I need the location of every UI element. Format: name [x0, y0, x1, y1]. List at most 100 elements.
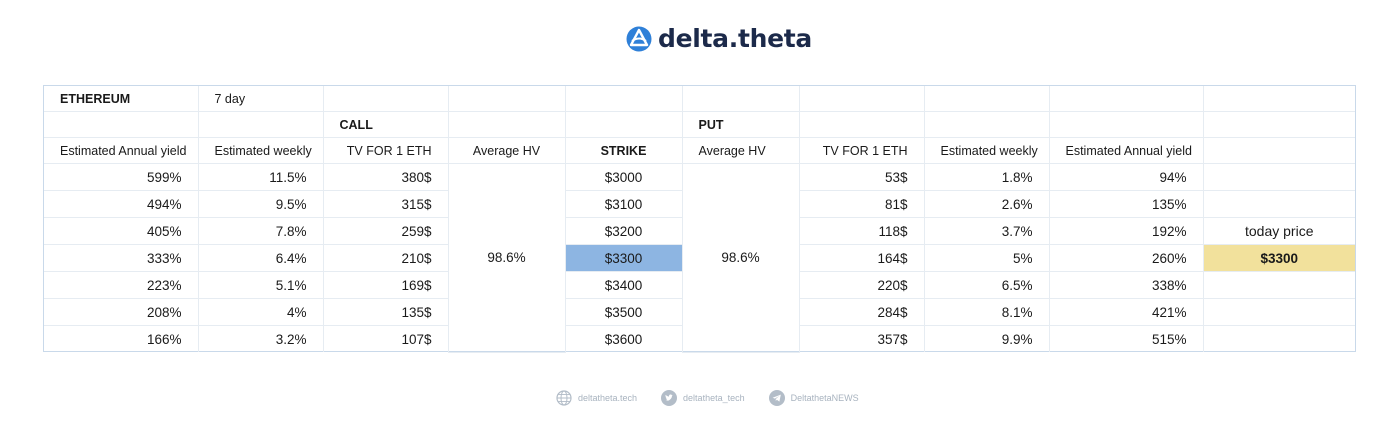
column-header [1203, 137, 1355, 164]
brand-logo: delta.theta [626, 24, 812, 53]
put-tv: 357$ [799, 325, 925, 352]
call-tv: 210$ [323, 244, 449, 272]
table-row: 166% 3.2% 107$ $3600 357$ 9.9% 515% [44, 325, 1355, 353]
put-tv: 118$ [799, 217, 925, 245]
globe-icon [556, 390, 572, 406]
table-row: 208% 4% 135$ $3500 284$ 8.1% 421% [44, 298, 1355, 326]
call-weekly-yield: 3.2% [198, 325, 324, 352]
put-weekly-yield: 5% [924, 244, 1050, 272]
telegram-link[interactable]: DeltathetaNEWS [768, 390, 859, 406]
call-annual-yield: 223% [44, 271, 199, 299]
call-tv: 259$ [323, 217, 449, 245]
put-annual-yield: 94% [1049, 163, 1204, 191]
put-annual-yield: 338% [1049, 271, 1204, 299]
extra-cell [1203, 271, 1355, 299]
column-header: Estimated Annual yield [1049, 137, 1204, 164]
put-annual-yield: 515% [1049, 325, 1204, 352]
footer-links: deltatheta.tech deltatheta_tech Deltathe… [556, 390, 859, 406]
telegram-icon [768, 390, 785, 406]
call-tv: 107$ [323, 325, 449, 352]
put-tv: 284$ [799, 298, 925, 326]
strike-cell: $3000 [565, 163, 683, 191]
empty-cell [198, 111, 324, 138]
strike-cell: $3500 [565, 298, 683, 326]
website-link[interactable]: deltatheta.tech [556, 390, 637, 406]
empty-cell [799, 111, 925, 138]
empty-cell [565, 111, 683, 138]
empty-cell [448, 86, 566, 112]
today-price-value: $3300 [1203, 244, 1355, 272]
call-tv: 169$ [323, 271, 449, 299]
call-annual-yield: 405% [44, 217, 199, 245]
twitter-text: deltatheta_tech [683, 393, 745, 403]
put-weekly-yield: 1.8% [924, 163, 1050, 191]
table-row: 405% 7.8% 259$ $3200 118$ 3.7% 192% toda… [44, 217, 1355, 245]
empty-cell [924, 111, 1050, 138]
empty-cell [682, 86, 800, 112]
column-header: TV FOR 1 ETH [799, 137, 925, 164]
options-table: ETHEREUM 7 day CALL PUT Estimated Annual… [43, 85, 1356, 353]
empty-cell [323, 86, 449, 112]
call-weekly-yield: 6.4% [198, 244, 324, 272]
column-header: Average HV [682, 137, 800, 164]
empty-cell [1203, 86, 1355, 112]
call-weekly-yield: 5.1% [198, 271, 324, 299]
column-header: Estimated weekly [198, 137, 324, 164]
twitter-icon [661, 390, 678, 406]
call-average-hv: 98.6% [448, 163, 566, 353]
call-weekly-yield: 7.8% [198, 217, 324, 245]
empty-cell [1203, 111, 1355, 138]
put-tv: 53$ [799, 163, 925, 191]
column-header: Estimated weekly [924, 137, 1050, 164]
delta-theta-logo-icon [626, 26, 652, 51]
put-weekly-yield: 9.9% [924, 325, 1050, 352]
extra-cell [1203, 190, 1355, 218]
strike-cell: $3600 [565, 325, 683, 352]
table-row: 223% 5.1% 169$ $3400 220$ 6.5% 338% [44, 271, 1355, 299]
call-weekly-yield: 4% [198, 298, 324, 326]
table-row: 494% 9.5% 315$ $3100 81$ 2.6% 135% [44, 190, 1355, 218]
call-annual-yield: 208% [44, 298, 199, 326]
call-annual-yield: 166% [44, 325, 199, 352]
call-tv: 135$ [323, 298, 449, 326]
call-annual-yield: 599% [44, 163, 199, 191]
website-text: deltatheta.tech [578, 393, 638, 403]
put-annual-yield: 135% [1049, 190, 1204, 218]
put-annual-yield: 421% [1049, 298, 1204, 326]
table-row: 333% 6.4% 210$ $3300 164$ 5% 260% $3300 [44, 244, 1355, 272]
put-annual-yield: 260% [1049, 244, 1204, 272]
empty-cell [448, 111, 566, 138]
column-header: Estimated Annual yield [44, 137, 199, 164]
empty-cell [565, 86, 683, 112]
table-row-sides: CALL PUT [44, 111, 1355, 138]
strike-header: STRIKE [565, 137, 683, 164]
extra-cell [1203, 298, 1355, 326]
extra-cell [1203, 163, 1355, 191]
put-annual-yield: 192% [1049, 217, 1204, 245]
empty-cell [1049, 111, 1204, 138]
twitter-link[interactable]: deltatheta_tech [661, 390, 745, 406]
put-weekly-yield: 6.5% [924, 271, 1050, 299]
current-strike-cell: $3300 [565, 244, 683, 272]
strike-cell: $3200 [565, 217, 683, 245]
empty-cell [44, 111, 199, 138]
put-weekly-yield: 2.6% [924, 190, 1050, 218]
table-header-row: Estimated Annual yield Estimated weekly … [44, 137, 1355, 164]
call-tv: 380$ [323, 163, 449, 191]
put-tv: 220$ [799, 271, 925, 299]
put-tv: 81$ [799, 190, 925, 218]
call-weekly-yield: 9.5% [198, 190, 324, 218]
call-label: CALL [323, 111, 449, 138]
asset-label: ETHEREUM [44, 86, 199, 112]
table-row: 599% 11.5% 380$ 98.6% $3000 98.6% 53$ 1.… [44, 163, 1355, 353]
empty-cell [1049, 86, 1204, 112]
put-weekly-yield: 3.7% [924, 217, 1050, 245]
table-row-asset: ETHEREUM 7 day [44, 86, 1355, 112]
put-tv: 164$ [799, 244, 925, 272]
strike-cell: $3400 [565, 271, 683, 299]
period-label: 7 day [198, 86, 324, 112]
extra-cell [1203, 326, 1355, 353]
telegram-text: DeltathetaNEWS [790, 393, 859, 403]
call-weekly-yield: 11.5% [198, 163, 324, 191]
column-header: TV FOR 1 ETH [323, 137, 449, 164]
